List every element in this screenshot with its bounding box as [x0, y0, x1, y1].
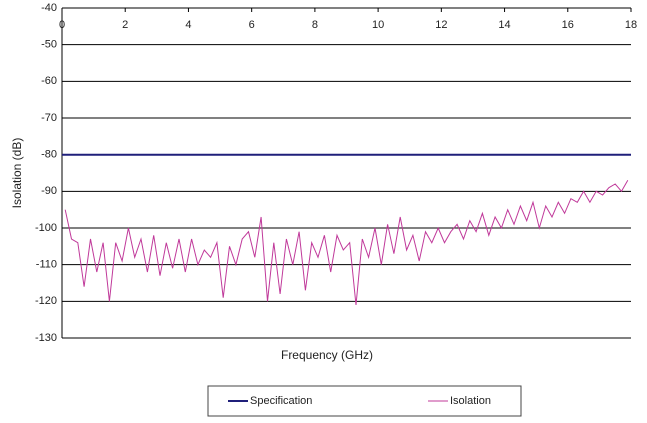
y-tick-label: -90 [41, 185, 57, 197]
series-line [64, 180, 629, 306]
y-axis-label: Isolation (dB) [10, 138, 24, 209]
y-tick-label: -70 [41, 112, 57, 124]
y-tick-label: -120 [35, 295, 57, 307]
x-tick-label: 16 [562, 19, 574, 31]
legend-label: Isolation [450, 395, 491, 407]
x-tick-label: 6 [249, 19, 255, 31]
x-tick-label: 2 [122, 19, 128, 31]
x-tick-label: 8 [312, 19, 318, 31]
y-tick-label: -80 [41, 149, 57, 161]
y-tick-label: -100 [35, 222, 57, 234]
y-tick-label: -110 [36, 259, 57, 271]
x-tick-label: 12 [435, 19, 447, 31]
x-tick-label: 14 [498, 19, 510, 31]
x-tick-label: 10 [372, 19, 384, 31]
legend-label: Specification [250, 395, 312, 407]
y-tick-label: -40 [41, 2, 57, 14]
y-tick-label: -50 [41, 39, 57, 51]
legend-box [207, 385, 522, 417]
x-tick-label: 4 [185, 19, 191, 31]
x-axis-label: Frequency (GHz) [281, 348, 373, 362]
y-tick-label: -60 [41, 75, 57, 87]
y-tick-label: -130 [35, 332, 57, 344]
x-tick-label: 18 [625, 19, 637, 31]
